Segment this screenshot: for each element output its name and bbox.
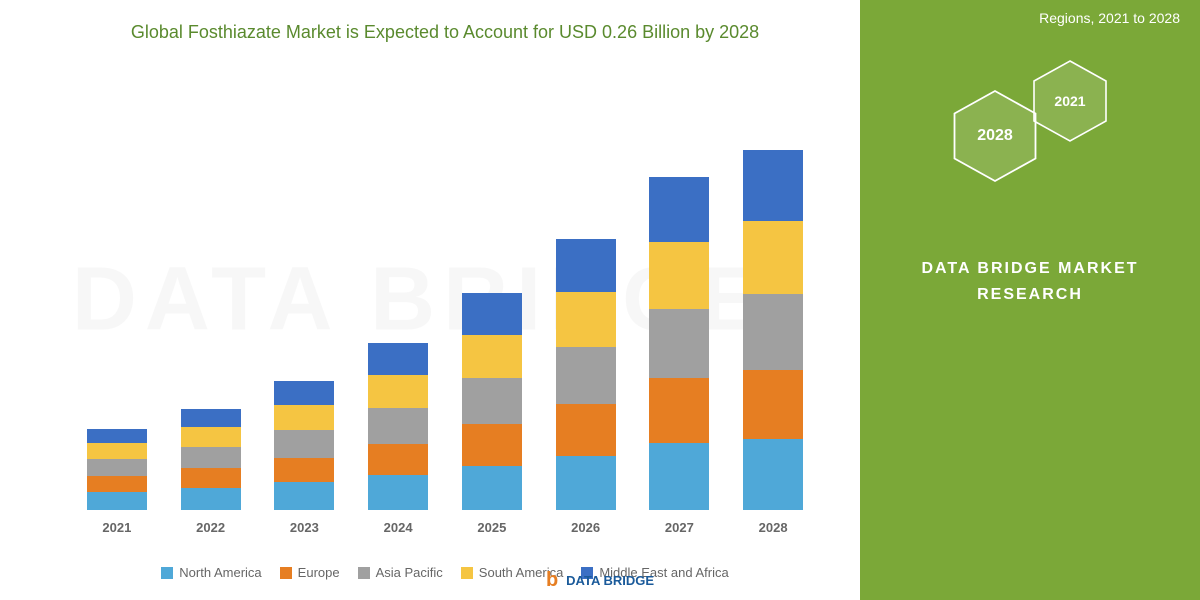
bar-segment bbox=[181, 447, 241, 469]
bar-segment bbox=[274, 430, 334, 458]
chart-area: 2021 2022 2023 2024 2025 2026 2027 2028 bbox=[60, 65, 830, 535]
bar-segment bbox=[87, 443, 147, 459]
bar-segment bbox=[649, 242, 709, 309]
bar-stack bbox=[181, 409, 241, 510]
bar-segment bbox=[556, 239, 616, 292]
legend-label: Asia Pacific bbox=[376, 565, 443, 580]
bar-group: 2027 bbox=[639, 177, 719, 535]
brand-line-2: RESEARCH bbox=[921, 282, 1138, 308]
main-container: Global Fosthiazate Market is Expected to… bbox=[0, 0, 1200, 600]
right-subtitle: Regions, 2021 to 2028 bbox=[1019, 10, 1200, 26]
chart-legend: North AmericaEuropeAsia PacificSouth Ame… bbox=[60, 555, 830, 590]
legend-item: Europe bbox=[280, 565, 340, 580]
bar-segment bbox=[556, 292, 616, 346]
legend-label: North America bbox=[179, 565, 261, 580]
bar-stack bbox=[462, 293, 522, 510]
bar-stack bbox=[556, 239, 616, 510]
legend-item: North America bbox=[161, 565, 261, 580]
bar-segment bbox=[181, 488, 241, 510]
bar-segment bbox=[649, 378, 709, 442]
bar-group: 2023 bbox=[264, 381, 344, 535]
bar-segment bbox=[368, 375, 428, 409]
bar-group: 2021 bbox=[77, 429, 157, 535]
hexagon-2028: 2028 bbox=[950, 86, 1040, 186]
bar-segment bbox=[368, 343, 428, 375]
bar-segment bbox=[649, 177, 709, 242]
legend-swatch bbox=[280, 567, 292, 579]
bar-segment bbox=[556, 404, 616, 455]
bar-segment bbox=[556, 347, 616, 404]
legend-item: Asia Pacific bbox=[358, 565, 443, 580]
bar-label: 2028 bbox=[759, 520, 788, 535]
bar-segment bbox=[274, 458, 334, 483]
bar-segment bbox=[743, 439, 803, 510]
bar-segment bbox=[274, 405, 334, 430]
bar-segment bbox=[274, 482, 334, 510]
bar-segment bbox=[368, 475, 428, 510]
bar-label: 2021 bbox=[102, 520, 131, 535]
footer-logo-text: DATA BRIDGE bbox=[566, 573, 654, 588]
bar-group: 2028 bbox=[733, 150, 813, 535]
bar-segment bbox=[181, 409, 241, 427]
bar-segment bbox=[87, 429, 147, 443]
legend-swatch bbox=[161, 567, 173, 579]
bar-segment bbox=[274, 381, 334, 405]
footer-logo: b DATA BRIDGE bbox=[546, 569, 654, 592]
bar-group: 2025 bbox=[452, 293, 532, 535]
bar-segment bbox=[462, 335, 522, 379]
chart-panel: Global Fosthiazate Market is Expected to… bbox=[0, 0, 860, 600]
bar-segment bbox=[649, 443, 709, 510]
chart-title: Global Fosthiazate Market is Expected to… bbox=[60, 20, 830, 45]
bar-segment bbox=[462, 466, 522, 511]
bar-segment bbox=[87, 459, 147, 477]
brand-line-1: DATA BRIDGE MARKET bbox=[921, 256, 1138, 282]
bar-label: 2027 bbox=[665, 520, 694, 535]
bar-segment bbox=[181, 468, 241, 488]
hexagon-2021: 2021 bbox=[1030, 56, 1110, 146]
hexagon-2021-label: 2021 bbox=[1054, 93, 1085, 109]
bar-segment bbox=[87, 476, 147, 492]
brand-text: DATA BRIDGE MARKET RESEARCH bbox=[921, 256, 1138, 307]
bar-segment bbox=[743, 221, 803, 294]
bar-stack bbox=[649, 177, 709, 510]
bar-label: 2025 bbox=[477, 520, 506, 535]
bar-segment bbox=[462, 424, 522, 466]
bar-label: 2022 bbox=[196, 520, 225, 535]
bar-stack bbox=[368, 343, 428, 510]
bar-stack bbox=[87, 429, 147, 510]
bar-stack bbox=[743, 150, 803, 510]
right-panel: Regions, 2021 to 2028 2028 2021 DATA BRI… bbox=[860, 0, 1200, 600]
bar-segment bbox=[462, 293, 522, 335]
bar-group: 2024 bbox=[358, 343, 438, 535]
bar-segment bbox=[743, 294, 803, 369]
bar-segment bbox=[649, 309, 709, 378]
bar-group: 2026 bbox=[546, 239, 626, 535]
bar-segment bbox=[556, 456, 616, 510]
bar-segment bbox=[743, 150, 803, 221]
legend-swatch bbox=[358, 567, 370, 579]
bar-label: 2024 bbox=[384, 520, 413, 535]
legend-label: Europe bbox=[298, 565, 340, 580]
bar-segment bbox=[181, 427, 241, 447]
hexagon-group: 2028 2021 bbox=[930, 56, 1130, 216]
hexagon-2028-label: 2028 bbox=[977, 127, 1013, 145]
legend-swatch bbox=[461, 567, 473, 579]
bar-segment bbox=[743, 370, 803, 439]
bar-stack bbox=[274, 381, 334, 510]
bar-group: 2022 bbox=[171, 409, 251, 535]
bar-label: 2023 bbox=[290, 520, 319, 535]
bar-segment bbox=[462, 378, 522, 423]
bar-segment bbox=[368, 408, 428, 444]
footer-logo-icon: b bbox=[546, 569, 558, 592]
bar-segment bbox=[87, 492, 147, 510]
bar-label: 2026 bbox=[571, 520, 600, 535]
bar-segment bbox=[368, 444, 428, 476]
